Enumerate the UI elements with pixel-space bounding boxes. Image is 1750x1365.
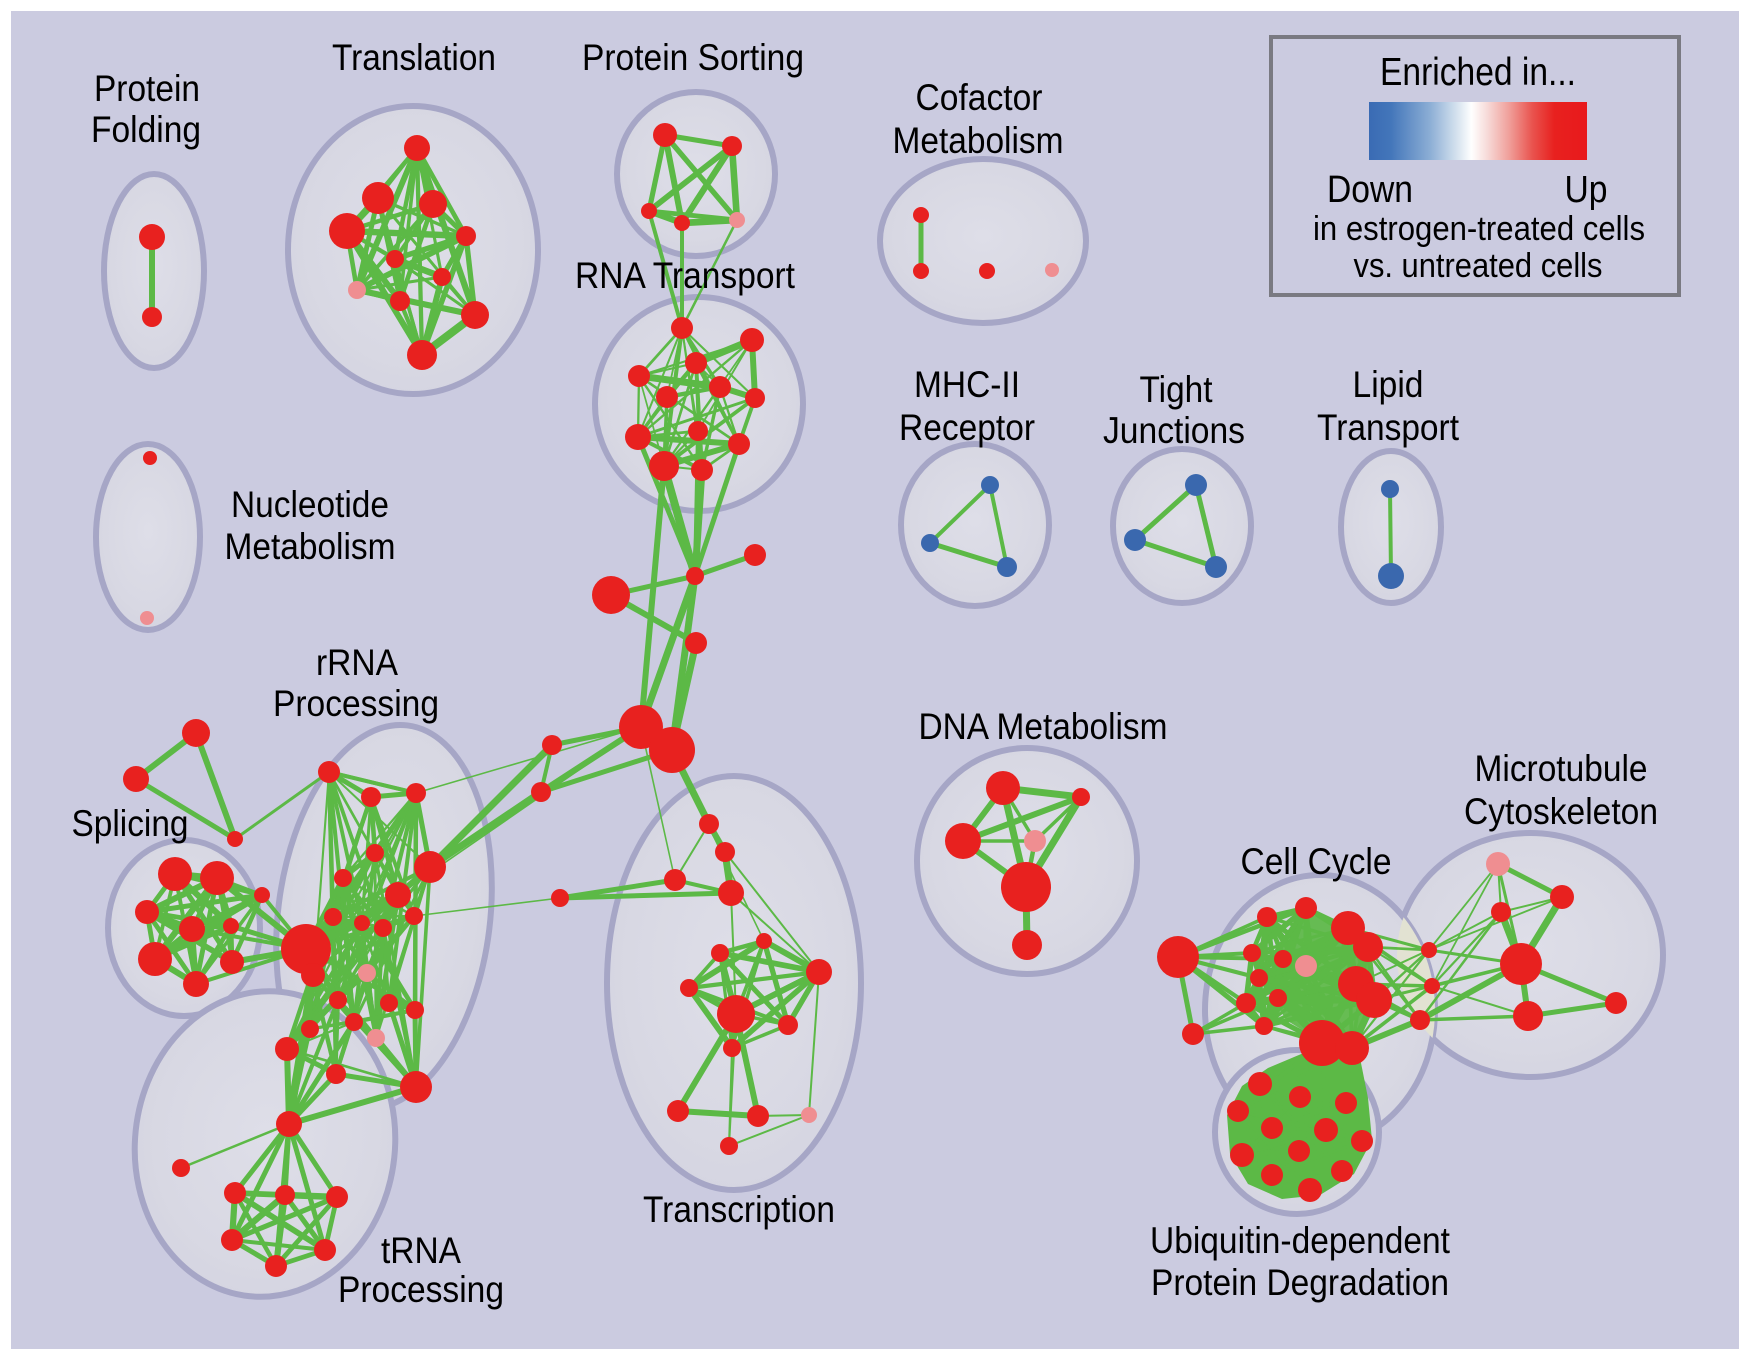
svg-text:Ubiquitin-dependent: Ubiquitin-dependent [1150, 1219, 1451, 1261]
svg-text:in estrogen-treated cells: in estrogen-treated cells [1313, 210, 1645, 248]
svg-text:Junctions: Junctions [1103, 409, 1245, 451]
svg-text:Translation: Translation [332, 36, 496, 78]
svg-text:Lipid: Lipid [1353, 363, 1424, 405]
svg-text:Protein Sorting: Protein Sorting [582, 36, 804, 78]
svg-text:Splicing: Splicing [72, 802, 189, 844]
svg-text:Nucleotide: Nucleotide [231, 483, 389, 525]
svg-text:Cell Cycle: Cell Cycle [1241, 840, 1392, 882]
svg-text:Up: Up [1565, 169, 1608, 211]
svg-text:vs. untreated cells: vs. untreated cells [1354, 247, 1603, 285]
svg-text:Processing: Processing [273, 682, 439, 724]
svg-text:Down: Down [1327, 169, 1413, 211]
svg-text:Transport: Transport [1317, 406, 1460, 448]
svg-text:Protein: Protein [94, 67, 200, 109]
svg-text:Tight: Tight [1140, 368, 1214, 410]
svg-text:Enriched in...: Enriched in... [1380, 51, 1576, 94]
svg-text:Cofactor: Cofactor [916, 76, 1043, 118]
svg-text:Microtubule: Microtubule [1475, 747, 1648, 789]
svg-text:RNA Transport: RNA Transport [575, 254, 796, 296]
svg-text:Transcription: Transcription [643, 1188, 835, 1230]
svg-text:rRNA: rRNA [316, 641, 398, 683]
svg-text:tRNA: tRNA [381, 1229, 461, 1271]
svg-text:Receptor: Receptor [899, 406, 1035, 448]
svg-text:Metabolism: Metabolism [893, 119, 1064, 161]
svg-text:Cytoskeleton: Cytoskeleton [1464, 790, 1658, 832]
svg-text:Protein Degradation: Protein Degradation [1151, 1261, 1449, 1303]
svg-text:Folding: Folding [91, 108, 201, 150]
svg-text:MHC-II: MHC-II [914, 363, 1020, 405]
svg-text:DNA Metabolism: DNA Metabolism [919, 705, 1168, 747]
svg-text:Metabolism: Metabolism [225, 525, 396, 567]
svg-text:Processing: Processing [338, 1268, 504, 1310]
